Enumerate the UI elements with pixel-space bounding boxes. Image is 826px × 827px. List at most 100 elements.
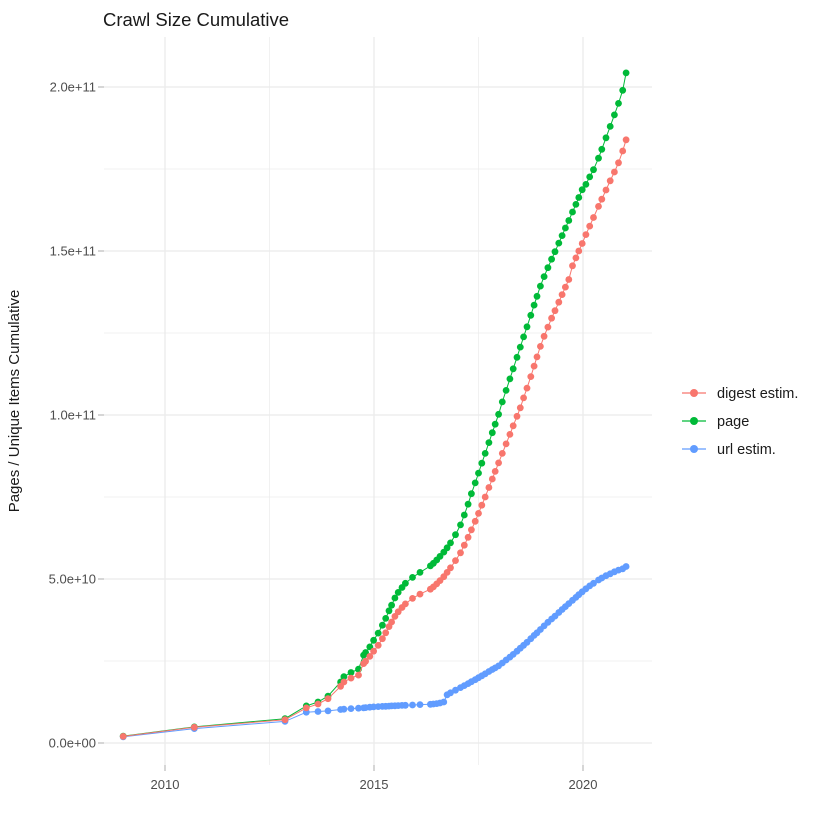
- data-point: [509, 365, 517, 373]
- data-point: [464, 500, 472, 508]
- data-point: [443, 544, 451, 552]
- data-point: [606, 177, 614, 185]
- data-point: [516, 404, 524, 412]
- data-point: [457, 549, 464, 557]
- data-point: [502, 440, 510, 448]
- data-point: [575, 194, 583, 201]
- data-point: [590, 579, 597, 587]
- data-point: [347, 674, 355, 682]
- data-point: [447, 689, 454, 697]
- data-point: [460, 541, 468, 549]
- data-point: [586, 173, 594, 181]
- data-point: [452, 557, 459, 564]
- legend-key-dot: [690, 389, 698, 397]
- data-point: [572, 201, 580, 208]
- axis-ticks: [98, 86, 584, 771]
- data-point: [578, 186, 586, 194]
- data-point: [485, 439, 493, 446]
- y-tick-label: 1.0e+11: [50, 408, 96, 423]
- data-point: [119, 733, 127, 740]
- data-point: [447, 539, 454, 547]
- data-point: [606, 123, 614, 130]
- data-point: [402, 579, 409, 587]
- data-point: [471, 479, 479, 487]
- data-point: [622, 563, 630, 570]
- data-point: [548, 255, 555, 263]
- data-point: [537, 343, 544, 350]
- data-point: [468, 526, 475, 534]
- data-point: [558, 232, 566, 240]
- data-point: [544, 264, 552, 272]
- data-point: [498, 398, 506, 406]
- data-point: [602, 134, 610, 142]
- data-point: [590, 166, 597, 174]
- data-point: [394, 589, 402, 596]
- legend: digest estim. page url estim.: [682, 386, 798, 458]
- data-point: [513, 412, 521, 420]
- data-point: [314, 708, 322, 715]
- y-axis-title: Pages / Unique Items Cumulative: [6, 290, 23, 513]
- data-point: [447, 564, 454, 572]
- data-point: [622, 136, 630, 144]
- y-tick-label: 0.0e+00: [49, 736, 96, 751]
- data-point: [527, 311, 535, 319]
- data-point: [544, 323, 552, 331]
- data-point: [582, 231, 590, 239]
- data-point: [565, 217, 573, 224]
- data-point: [622, 69, 630, 77]
- data-point: [595, 154, 602, 162]
- data-point: [402, 701, 409, 709]
- series-url-estim-: [119, 563, 630, 741]
- data-point: [366, 653, 374, 660]
- data-point: [491, 468, 499, 475]
- data-point: [565, 276, 573, 283]
- data-point: [464, 533, 472, 541]
- data-point: [615, 100, 622, 107]
- data-point: [340, 705, 348, 713]
- data-point: [562, 224, 569, 232]
- data-point: [388, 618, 395, 626]
- data-point: [382, 629, 390, 637]
- data-point: [457, 521, 464, 529]
- data-point: [569, 208, 576, 216]
- series-layer: [119, 69, 630, 741]
- data-point: [374, 629, 382, 637]
- data-point: [379, 621, 386, 629]
- data-point: [537, 282, 544, 290]
- data-point: [520, 394, 527, 402]
- data-point: [523, 323, 531, 331]
- data-point: [416, 590, 424, 598]
- data-point: [533, 353, 541, 361]
- series-page: [119, 69, 630, 740]
- data-point: [558, 291, 566, 298]
- x-tick-label: 2010: [151, 777, 180, 792]
- data-point: [409, 574, 416, 581]
- data-point: [416, 701, 424, 708]
- data-point: [590, 214, 597, 221]
- data-point: [619, 147, 627, 155]
- grid-layer: [104, 37, 652, 765]
- legend-key-dot: [690, 417, 698, 425]
- data-point: [611, 111, 618, 119]
- data-point: [491, 420, 499, 428]
- data-point: [302, 704, 310, 712]
- data-point: [555, 239, 563, 247]
- data-point: [416, 569, 424, 576]
- data-point: [481, 450, 489, 457]
- data-point: [385, 607, 393, 615]
- legend-item: url estim.: [682, 442, 776, 458]
- data-point: [598, 145, 606, 153]
- data-point: [551, 307, 559, 315]
- x-tick-label: 2015: [360, 777, 389, 792]
- data-point: [502, 387, 510, 394]
- data-point: [374, 641, 382, 649]
- data-point: [562, 283, 569, 291]
- y-tick-label: 2.0e+11: [50, 80, 96, 95]
- data-point: [481, 493, 489, 501]
- data-point: [468, 490, 475, 498]
- data-point: [478, 459, 486, 467]
- data-point: [572, 254, 580, 262]
- chart-title: Crawl Size Cumulative: [103, 9, 289, 30]
- data-point: [513, 353, 521, 361]
